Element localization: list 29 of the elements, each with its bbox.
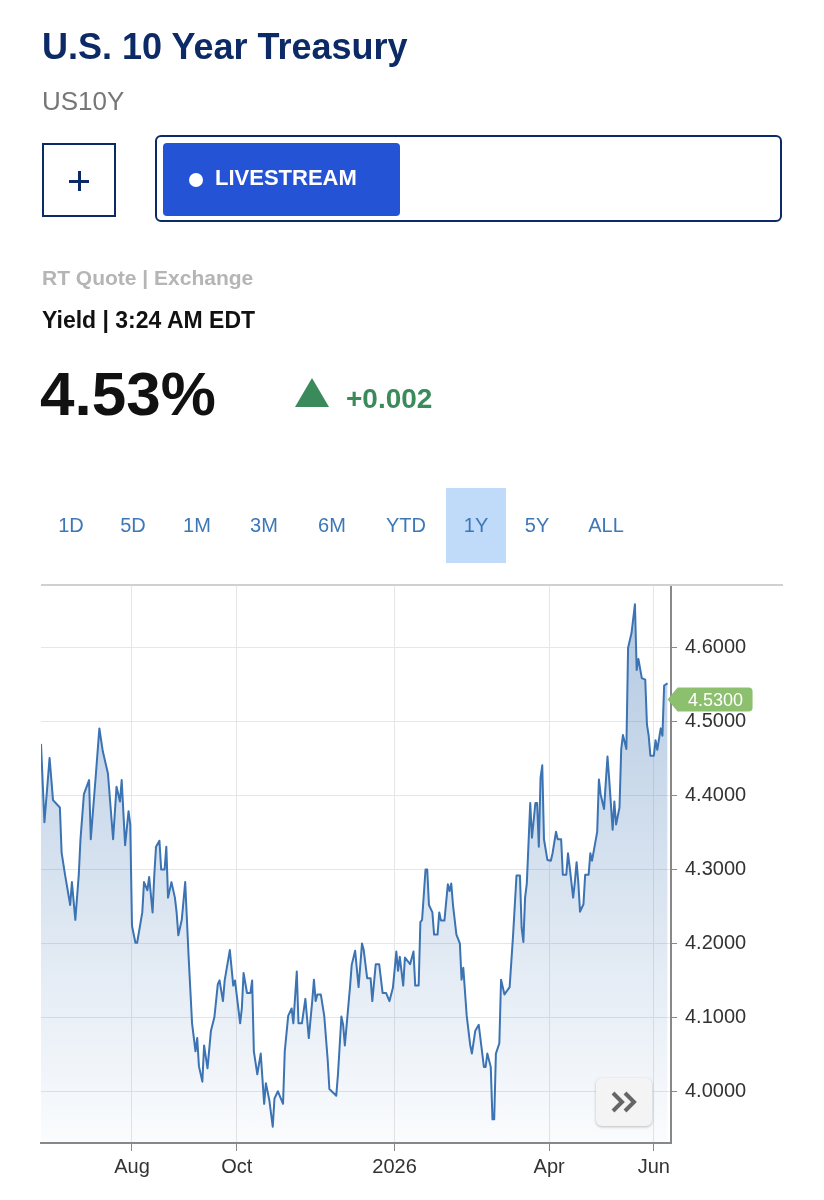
x-tick-label: 2026 bbox=[372, 1154, 417, 1177]
y-tick-label: 4.6000 bbox=[685, 635, 747, 658]
y-tick-label: 4.3000 bbox=[685, 857, 747, 880]
text: 1M bbox=[183, 514, 211, 536]
y-tick-label: 4.1000 bbox=[685, 1004, 747, 1027]
x-tick-label: Aug bbox=[114, 1154, 150, 1177]
y-tick-label: 4.0000 bbox=[685, 1078, 747, 1101]
x-tick-label: Oct bbox=[221, 1154, 253, 1177]
y-tick-label: 4.2000 bbox=[685, 930, 747, 953]
text: 4.53% bbox=[40, 358, 216, 429]
chart-title: U.S. 10 Year Treasury bbox=[42, 26, 408, 68]
text: YTD bbox=[386, 514, 426, 536]
text: +0.002 bbox=[346, 383, 433, 415]
text: 5Y bbox=[524, 514, 550, 536]
text: Yield | 3:24 AM EDT bbox=[42, 307, 256, 334]
text: LIVESTREAM bbox=[215, 165, 357, 191]
x-tick-label: Apr bbox=[533, 1154, 566, 1177]
x-tick-label: Jun bbox=[637, 1154, 670, 1177]
text: ALL bbox=[588, 514, 624, 536]
y-tick-label: 4.5000 bbox=[685, 709, 747, 732]
chart-subtitle: US10Y bbox=[42, 86, 125, 117]
text: 1Y bbox=[463, 514, 489, 536]
text: 6M bbox=[318, 514, 346, 536]
text: 3M bbox=[250, 514, 278, 536]
text: 1D bbox=[58, 514, 84, 536]
annotation: 4.5300 bbox=[688, 689, 744, 710]
text: 5D bbox=[120, 514, 146, 536]
text: RT Quote | Exchange bbox=[42, 266, 254, 290]
y-tick-label: 4.4000 bbox=[685, 783, 747, 806]
